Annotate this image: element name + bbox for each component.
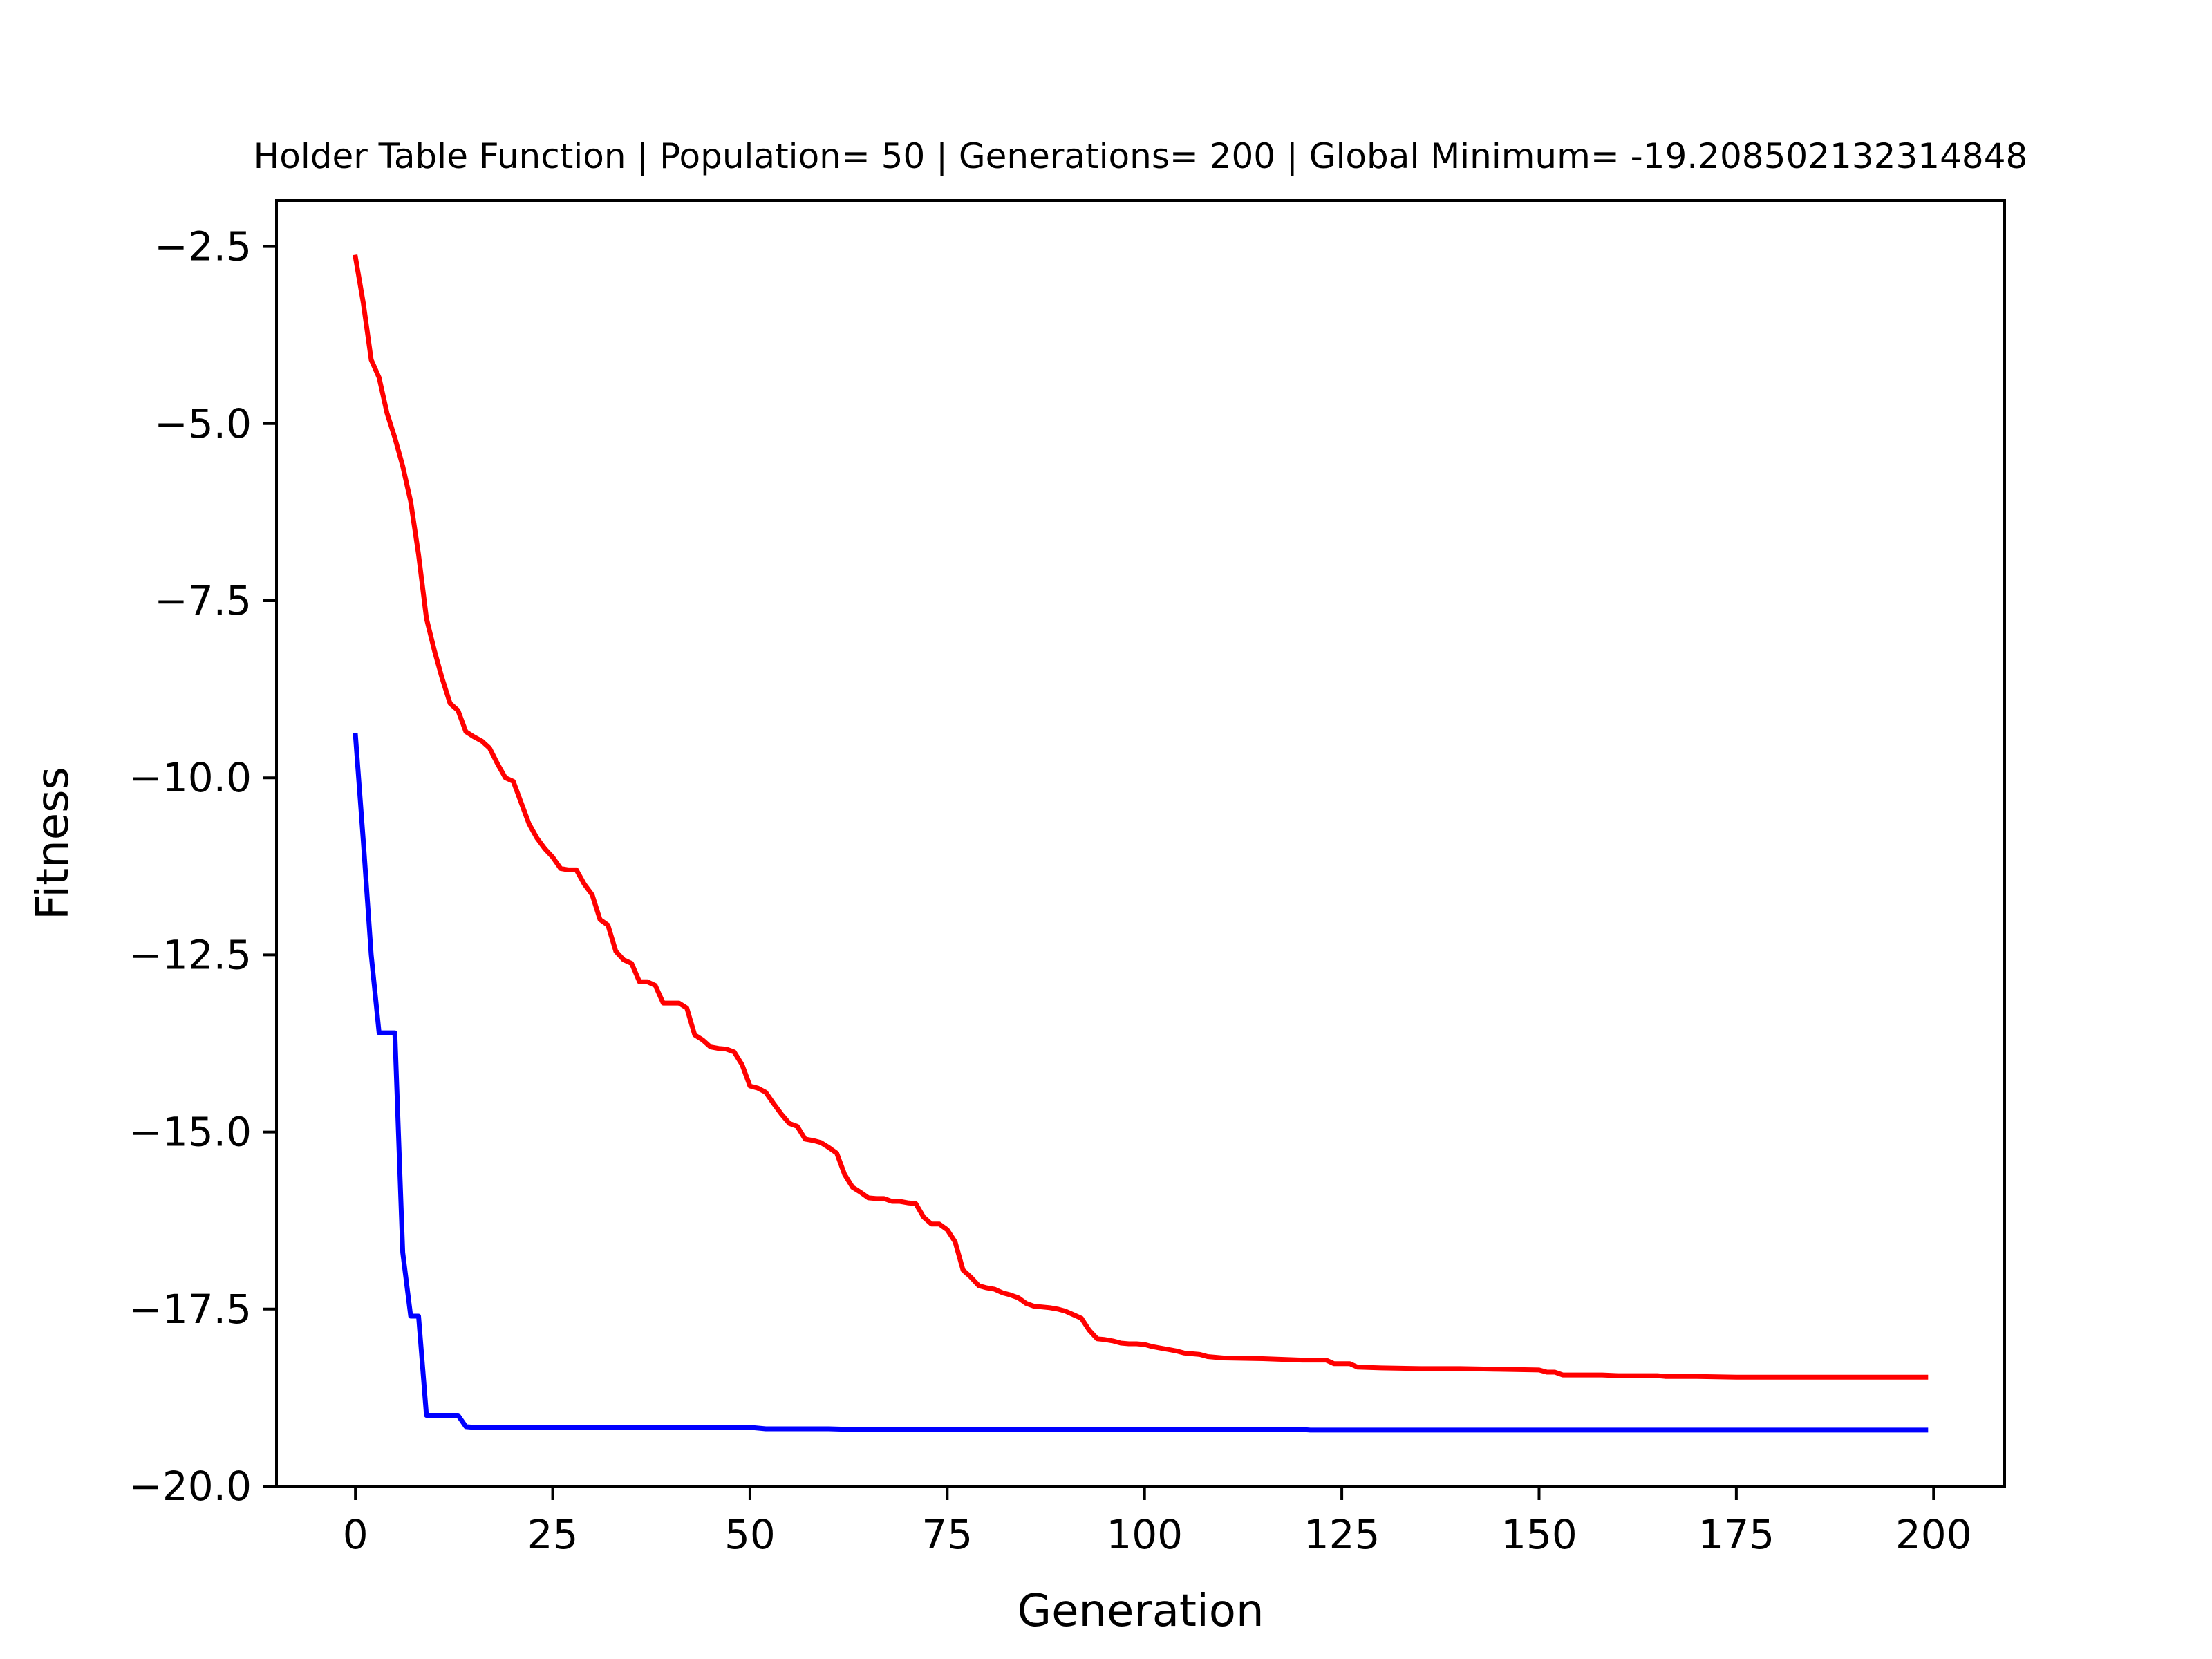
- y-tick-label: −2.5: [154, 223, 252, 270]
- y-tick-label: −20.0: [129, 1463, 252, 1510]
- x-tick-label: 0: [343, 1511, 368, 1558]
- y-tick-label: −10.0: [129, 754, 252, 801]
- series-layer: [353, 254, 1929, 1433]
- x-tick-label: 25: [527, 1511, 579, 1558]
- x-tick-label: 100: [1106, 1511, 1183, 1558]
- series-line-1: [353, 254, 1929, 1380]
- y-tick-label: −17.5: [129, 1286, 252, 1333]
- x-axis-label: Generation: [1017, 1586, 1264, 1637]
- x-tick-label: 75: [921, 1511, 973, 1558]
- y-axis-ticks: −2.5 −5.0 −7.5 −10.0 −12.5 −15.0 −17.5 −20.0: [129, 223, 276, 1510]
- chart-title: Holder Table Function | Population= 50 |…: [254, 136, 2028, 176]
- x-tick-label: 50: [724, 1511, 776, 1558]
- axes-frame: [275, 199, 2006, 1488]
- x-tick-label: 125: [1304, 1511, 1380, 1558]
- y-tick-label: −12.5: [129, 931, 252, 978]
- x-axis-ticks: 0 25 50 75 100 125 150 175 200: [343, 1486, 1972, 1558]
- y-axis-label: Fitness: [28, 767, 79, 920]
- y-tick-label: −15.0: [129, 1109, 252, 1156]
- y-tick-label: −7.5: [154, 577, 252, 624]
- series-line-2: [353, 732, 1929, 1433]
- x-tick-label: 175: [1698, 1511, 1775, 1558]
- x-tick-label: 150: [1501, 1511, 1577, 1558]
- y-tick-label: −5.0: [154, 400, 252, 447]
- x-tick-label: 200: [1895, 1511, 1972, 1558]
